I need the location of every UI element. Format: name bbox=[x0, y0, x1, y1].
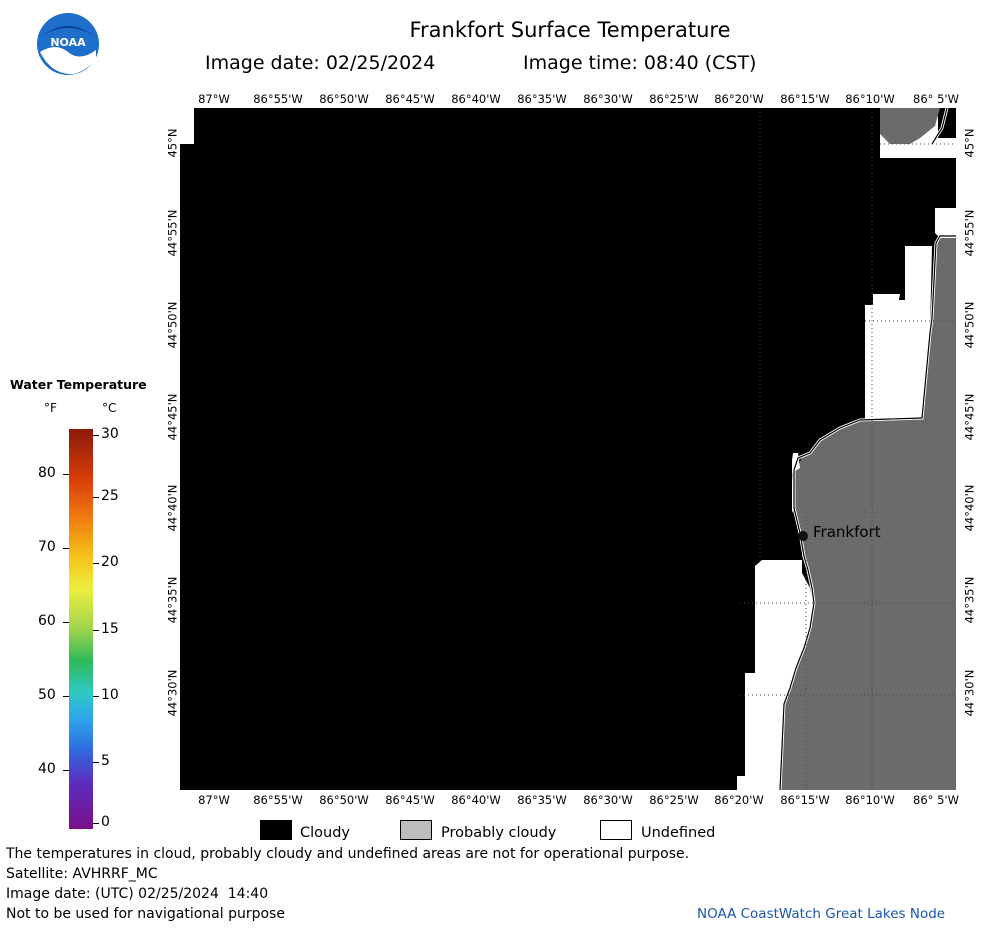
celsius-tick-label: 30 bbox=[101, 426, 119, 442]
fahrenheit-tick bbox=[63, 696, 69, 697]
longitude-label: 86°30'W bbox=[583, 92, 633, 106]
celsius-tick bbox=[93, 563, 99, 564]
longitude-label: 86°45'W bbox=[385, 92, 435, 106]
longitude-label: 86°55'W bbox=[253, 793, 303, 807]
undefined-area-coast bbox=[737, 208, 956, 790]
celsius-tick bbox=[93, 435, 99, 436]
longitude-label: 86°35'W bbox=[517, 793, 567, 807]
latitude-label: 44°35'N bbox=[164, 576, 179, 624]
legend-title: Water Temperature bbox=[10, 377, 147, 392]
latitude-label: 44°40'N bbox=[961, 484, 976, 532]
longitude-label: 86°15'W bbox=[780, 92, 830, 106]
latitude-label: 44°30'N bbox=[164, 669, 179, 717]
key-undefined-swatch bbox=[600, 820, 632, 840]
latitude-label: 44°55'N bbox=[164, 209, 179, 257]
longitude-label: 86°25'W bbox=[649, 793, 699, 807]
celsius-tick bbox=[93, 762, 99, 763]
longitude-label: 87°W bbox=[198, 92, 230, 106]
longitude-label: 86°20'W bbox=[714, 92, 764, 106]
credit-link[interactable]: NOAA CoastWatch Great Lakes Node bbox=[697, 906, 946, 922]
longitude-label: 86°15'W bbox=[780, 793, 830, 807]
fahrenheit-tick-label: 70 bbox=[38, 539, 56, 555]
celsius-tick bbox=[93, 630, 99, 631]
longitude-label: 86°10'W bbox=[845, 793, 895, 807]
footer-satellite: Satellite: AVHRRF_MC bbox=[6, 866, 158, 882]
fahrenheit-tick-label: 40 bbox=[38, 761, 56, 777]
longitude-label: 86°45'W bbox=[385, 793, 435, 807]
longitude-label: 86°25'W bbox=[649, 92, 699, 106]
fahrenheit-tick bbox=[63, 548, 69, 549]
footer-utc-date: Image date: (UTC) 02/25/2024 14:40 bbox=[6, 886, 269, 902]
celsius-tick-label: 25 bbox=[101, 488, 119, 504]
key-cloudy-label: Cloudy bbox=[300, 825, 350, 841]
celsius-tick-label: 20 bbox=[101, 554, 119, 570]
latitude-label: 44°35'N bbox=[961, 576, 976, 624]
longitude-label: 86° 5'W bbox=[913, 793, 959, 807]
longitude-label: 86°10'W bbox=[845, 92, 895, 106]
latitude-label: 45°N bbox=[962, 128, 976, 158]
latitude-label: 44°50'N bbox=[961, 301, 976, 349]
latitude-label: 44°45'N bbox=[164, 393, 179, 441]
color-scale-bar bbox=[69, 429, 93, 829]
latitude-label: 44°40'N bbox=[164, 484, 179, 532]
latitude-label: 44°30'N bbox=[961, 669, 976, 717]
city-marker bbox=[798, 531, 808, 541]
longitude-label: 86°40'W bbox=[451, 793, 501, 807]
image-date: Image date: 02/25/2024 bbox=[205, 52, 436, 74]
key-undefined-label: Undefined bbox=[641, 825, 716, 841]
land-area-north bbox=[880, 108, 940, 144]
fahrenheit-tick-label: 50 bbox=[38, 687, 56, 703]
fahrenheit-tick-label: 60 bbox=[38, 613, 56, 629]
latitude-label: 44°45'N bbox=[961, 393, 976, 441]
noaa-logo: NOAA bbox=[36, 12, 100, 76]
key-probably-cloudy-swatch bbox=[400, 820, 432, 840]
fahrenheit-tick bbox=[63, 474, 69, 475]
fahrenheit-tick bbox=[63, 770, 69, 771]
celsius-tick bbox=[93, 696, 99, 697]
celsius-tick bbox=[93, 823, 99, 824]
footer-disclaimer: The temperatures in cloud, probably clou… bbox=[6, 846, 690, 862]
longitude-label: 86°20'W bbox=[714, 793, 764, 807]
celsius-tick-label: 15 bbox=[101, 621, 119, 637]
unit-celsius: °C bbox=[102, 401, 117, 415]
grid-lines bbox=[740, 108, 956, 790]
longitude-label: 86°35'W bbox=[517, 92, 567, 106]
temperature-map: Frankfort bbox=[180, 107, 956, 791]
celsius-tick bbox=[93, 497, 99, 498]
key-cloudy-swatch bbox=[260, 820, 292, 840]
map-title: Frankfort Surface Temperature bbox=[409, 18, 731, 42]
longitude-label: 86° 5'W bbox=[913, 92, 959, 106]
latitude-label: 44°55'N bbox=[961, 209, 976, 257]
celsius-tick-label: 5 bbox=[101, 753, 110, 769]
fahrenheit-tick-label: 80 bbox=[38, 465, 56, 481]
latitude-label: 44°50'N bbox=[164, 301, 179, 349]
longitude-label: 86°50'W bbox=[319, 92, 369, 106]
image-time: Image time: 08:40 (CST) bbox=[523, 52, 757, 74]
unit-fahrenheit: °F bbox=[44, 401, 57, 415]
city-label: Frankfort bbox=[813, 523, 881, 541]
longitude-label: 86°40'W bbox=[451, 92, 501, 106]
latitude-label: 45°N bbox=[165, 128, 179, 158]
celsius-tick-label: 10 bbox=[101, 687, 119, 703]
logo-text: NOAA bbox=[50, 36, 86, 49]
fahrenheit-tick bbox=[63, 622, 69, 623]
celsius-tick-label: 0 bbox=[101, 814, 110, 830]
land-area bbox=[780, 238, 956, 790]
key-probably-cloudy-label: Probably cloudy bbox=[441, 825, 557, 841]
longitude-label: 86°50'W bbox=[319, 793, 369, 807]
longitude-label: 87°W bbox=[198, 793, 230, 807]
undefined-area-corner bbox=[180, 108, 194, 144]
longitude-label: 86°30'W bbox=[583, 793, 633, 807]
footer-navigation-note: Not to be used for navigational purpose bbox=[6, 906, 285, 922]
longitude-label: 86°55'W bbox=[253, 92, 303, 106]
